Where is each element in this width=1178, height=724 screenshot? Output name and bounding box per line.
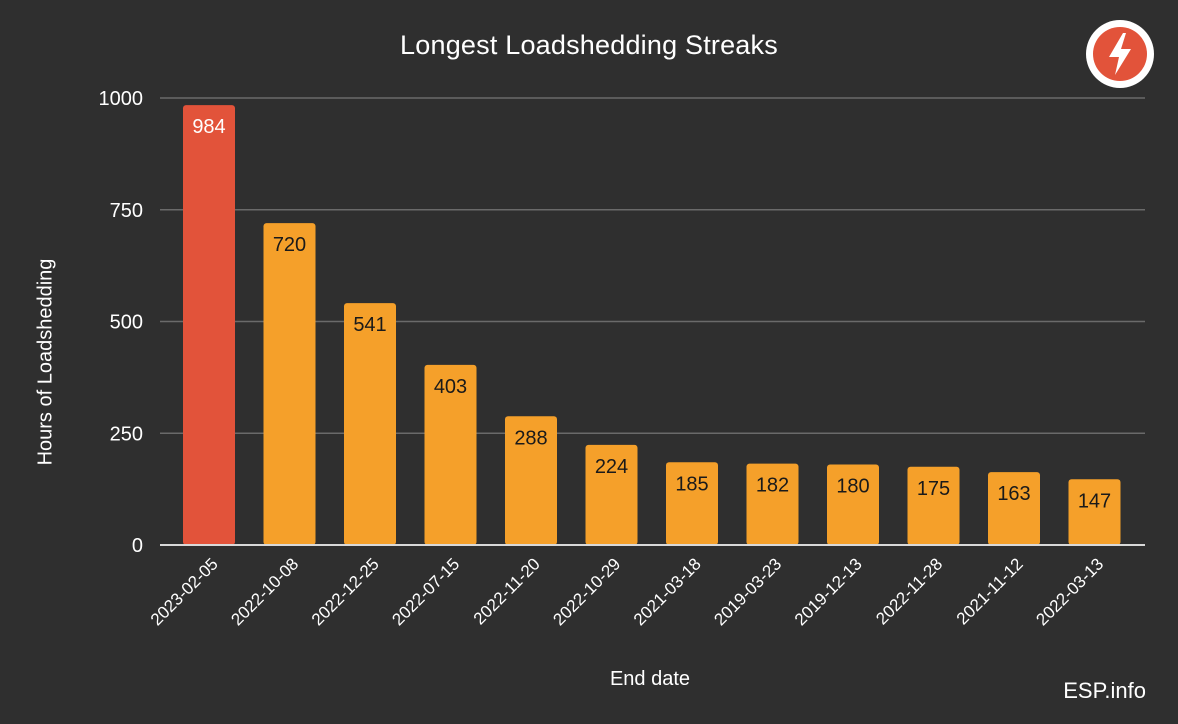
- data-label: 720: [273, 234, 306, 256]
- bar: [585, 444, 638, 545]
- x-tick-label: 2023-02-05: [147, 554, 222, 629]
- data-label: 288: [514, 427, 547, 449]
- bar: [183, 105, 235, 545]
- bar: [827, 464, 879, 545]
- x-tick-label: 2022-10-29: [549, 554, 624, 629]
- data-label: 163: [997, 483, 1030, 505]
- y-tick-label: 750: [110, 200, 143, 222]
- data-label: 175: [917, 478, 950, 500]
- x-tick-label: 2019-12-13: [791, 554, 866, 629]
- x-tick-label: 2022-03-13: [1032, 554, 1107, 629]
- data-label: 541: [353, 314, 386, 336]
- y-axis-label: Hours of Loadshedding: [34, 258, 57, 466]
- data-label: 984: [192, 116, 225, 138]
- data-label: 180: [836, 476, 869, 498]
- data-label: 185: [675, 473, 708, 495]
- bar: [666, 462, 718, 545]
- data-label: 182: [756, 475, 789, 497]
- bar: [263, 223, 316, 545]
- x-tick-label: 2019-03-23: [710, 554, 785, 629]
- bar: [344, 303, 396, 545]
- x-tick-label: 2022-11-28: [872, 554, 946, 628]
- bar: [907, 466, 960, 545]
- lightning-bolt-icon: [1086, 20, 1154, 88]
- x-tick-label: 2022-11-20: [470, 554, 544, 628]
- x-axis-label: End date: [609, 668, 691, 690]
- y-tick-label: 250: [110, 423, 143, 445]
- brand-text: ESP.info: [1063, 678, 1146, 703]
- chart-title: Longest Loadshedding Streaks: [400, 30, 778, 60]
- data-label: 147: [1078, 490, 1111, 512]
- y-tick-label: 0: [132, 535, 143, 557]
- x-tick-label: 2022-10-08: [227, 554, 302, 629]
- bar: [1068, 479, 1121, 545]
- bar: [746, 463, 799, 545]
- bar: [988, 472, 1040, 545]
- bar: [505, 416, 557, 545]
- data-label: 224: [595, 456, 628, 478]
- x-tick-label: 2021-03-18: [630, 554, 705, 629]
- y-tick-label: 1000: [99, 88, 144, 110]
- x-tick-label: 2022-07-15: [388, 554, 463, 629]
- data-label: 403: [434, 376, 467, 398]
- y-tick-label: 500: [110, 312, 143, 334]
- bar: [424, 364, 477, 545]
- x-tick-label: 2022-12-25: [308, 554, 383, 629]
- x-tick-label: 2021-11-12: [953, 554, 1027, 628]
